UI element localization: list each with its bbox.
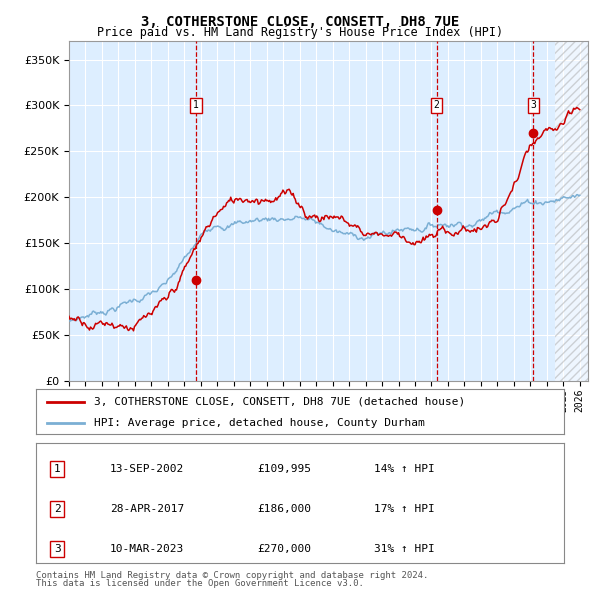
Text: £270,000: £270,000	[258, 544, 312, 554]
Text: £186,000: £186,000	[258, 504, 312, 514]
Text: This data is licensed under the Open Government Licence v3.0.: This data is licensed under the Open Gov…	[36, 579, 364, 588]
Text: 14% ↑ HPI: 14% ↑ HPI	[374, 464, 434, 474]
Text: 2: 2	[54, 504, 61, 514]
Text: HPI: Average price, detached house, County Durham: HPI: Average price, detached house, Coun…	[94, 418, 425, 428]
Text: 2: 2	[434, 100, 440, 110]
Text: 3: 3	[530, 100, 536, 110]
Text: 17% ↑ HPI: 17% ↑ HPI	[374, 504, 434, 514]
Text: 13-SEP-2002: 13-SEP-2002	[110, 464, 184, 474]
Text: Price paid vs. HM Land Registry's House Price Index (HPI): Price paid vs. HM Land Registry's House …	[97, 26, 503, 39]
Text: 28-APR-2017: 28-APR-2017	[110, 504, 184, 514]
Text: 3: 3	[54, 544, 61, 554]
Text: 10-MAR-2023: 10-MAR-2023	[110, 544, 184, 554]
Text: £109,995: £109,995	[258, 464, 312, 474]
Text: 1: 1	[54, 464, 61, 474]
Text: 31% ↑ HPI: 31% ↑ HPI	[374, 544, 434, 554]
Text: 1: 1	[193, 100, 199, 110]
Bar	[555, 41, 588, 381]
Text: 3, COTHERSTONE CLOSE, CONSETT, DH8 7UE (detached house): 3, COTHERSTONE CLOSE, CONSETT, DH8 7UE (…	[94, 397, 466, 407]
Text: Contains HM Land Registry data © Crown copyright and database right 2024.: Contains HM Land Registry data © Crown c…	[36, 571, 428, 579]
Text: 3, COTHERSTONE CLOSE, CONSETT, DH8 7UE: 3, COTHERSTONE CLOSE, CONSETT, DH8 7UE	[141, 15, 459, 29]
